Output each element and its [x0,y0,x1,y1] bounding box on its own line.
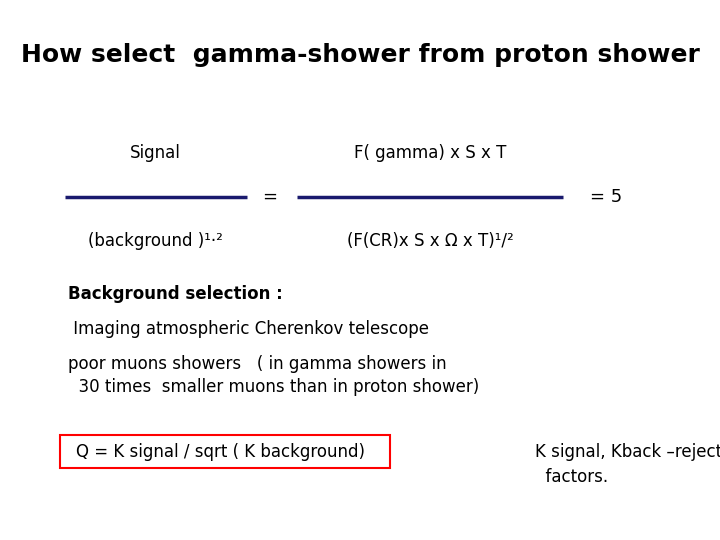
Text: F( gamma) x S x T: F( gamma) x S x T [354,144,506,162]
Text: 30 times  smaller muons than in proton shower): 30 times smaller muons than in proton sh… [68,378,480,396]
Text: Background selection :: Background selection : [68,285,283,303]
Text: (F(CR)x S x Ω x T)¹/²: (F(CR)x S x Ω x T)¹/² [346,232,513,250]
Text: Imaging atmospheric Cherenkov telescope: Imaging atmospheric Cherenkov telescope [68,320,429,338]
Text: (background )¹·²: (background )¹·² [88,232,222,250]
Text: Signal: Signal [130,144,181,162]
Text: K signal, Kback –rejection
  factors.: K signal, Kback –rejection factors. [535,443,720,486]
Text: Q = K signal / sqrt ( K background): Q = K signal / sqrt ( K background) [76,443,365,461]
Text: = 5: = 5 [590,188,622,206]
Text: How select  gamma-shower from proton shower: How select gamma-shower from proton show… [21,43,699,67]
Text: =: = [263,188,277,206]
Text: poor muons showers   ( in gamma showers in: poor muons showers ( in gamma showers in [68,355,446,373]
